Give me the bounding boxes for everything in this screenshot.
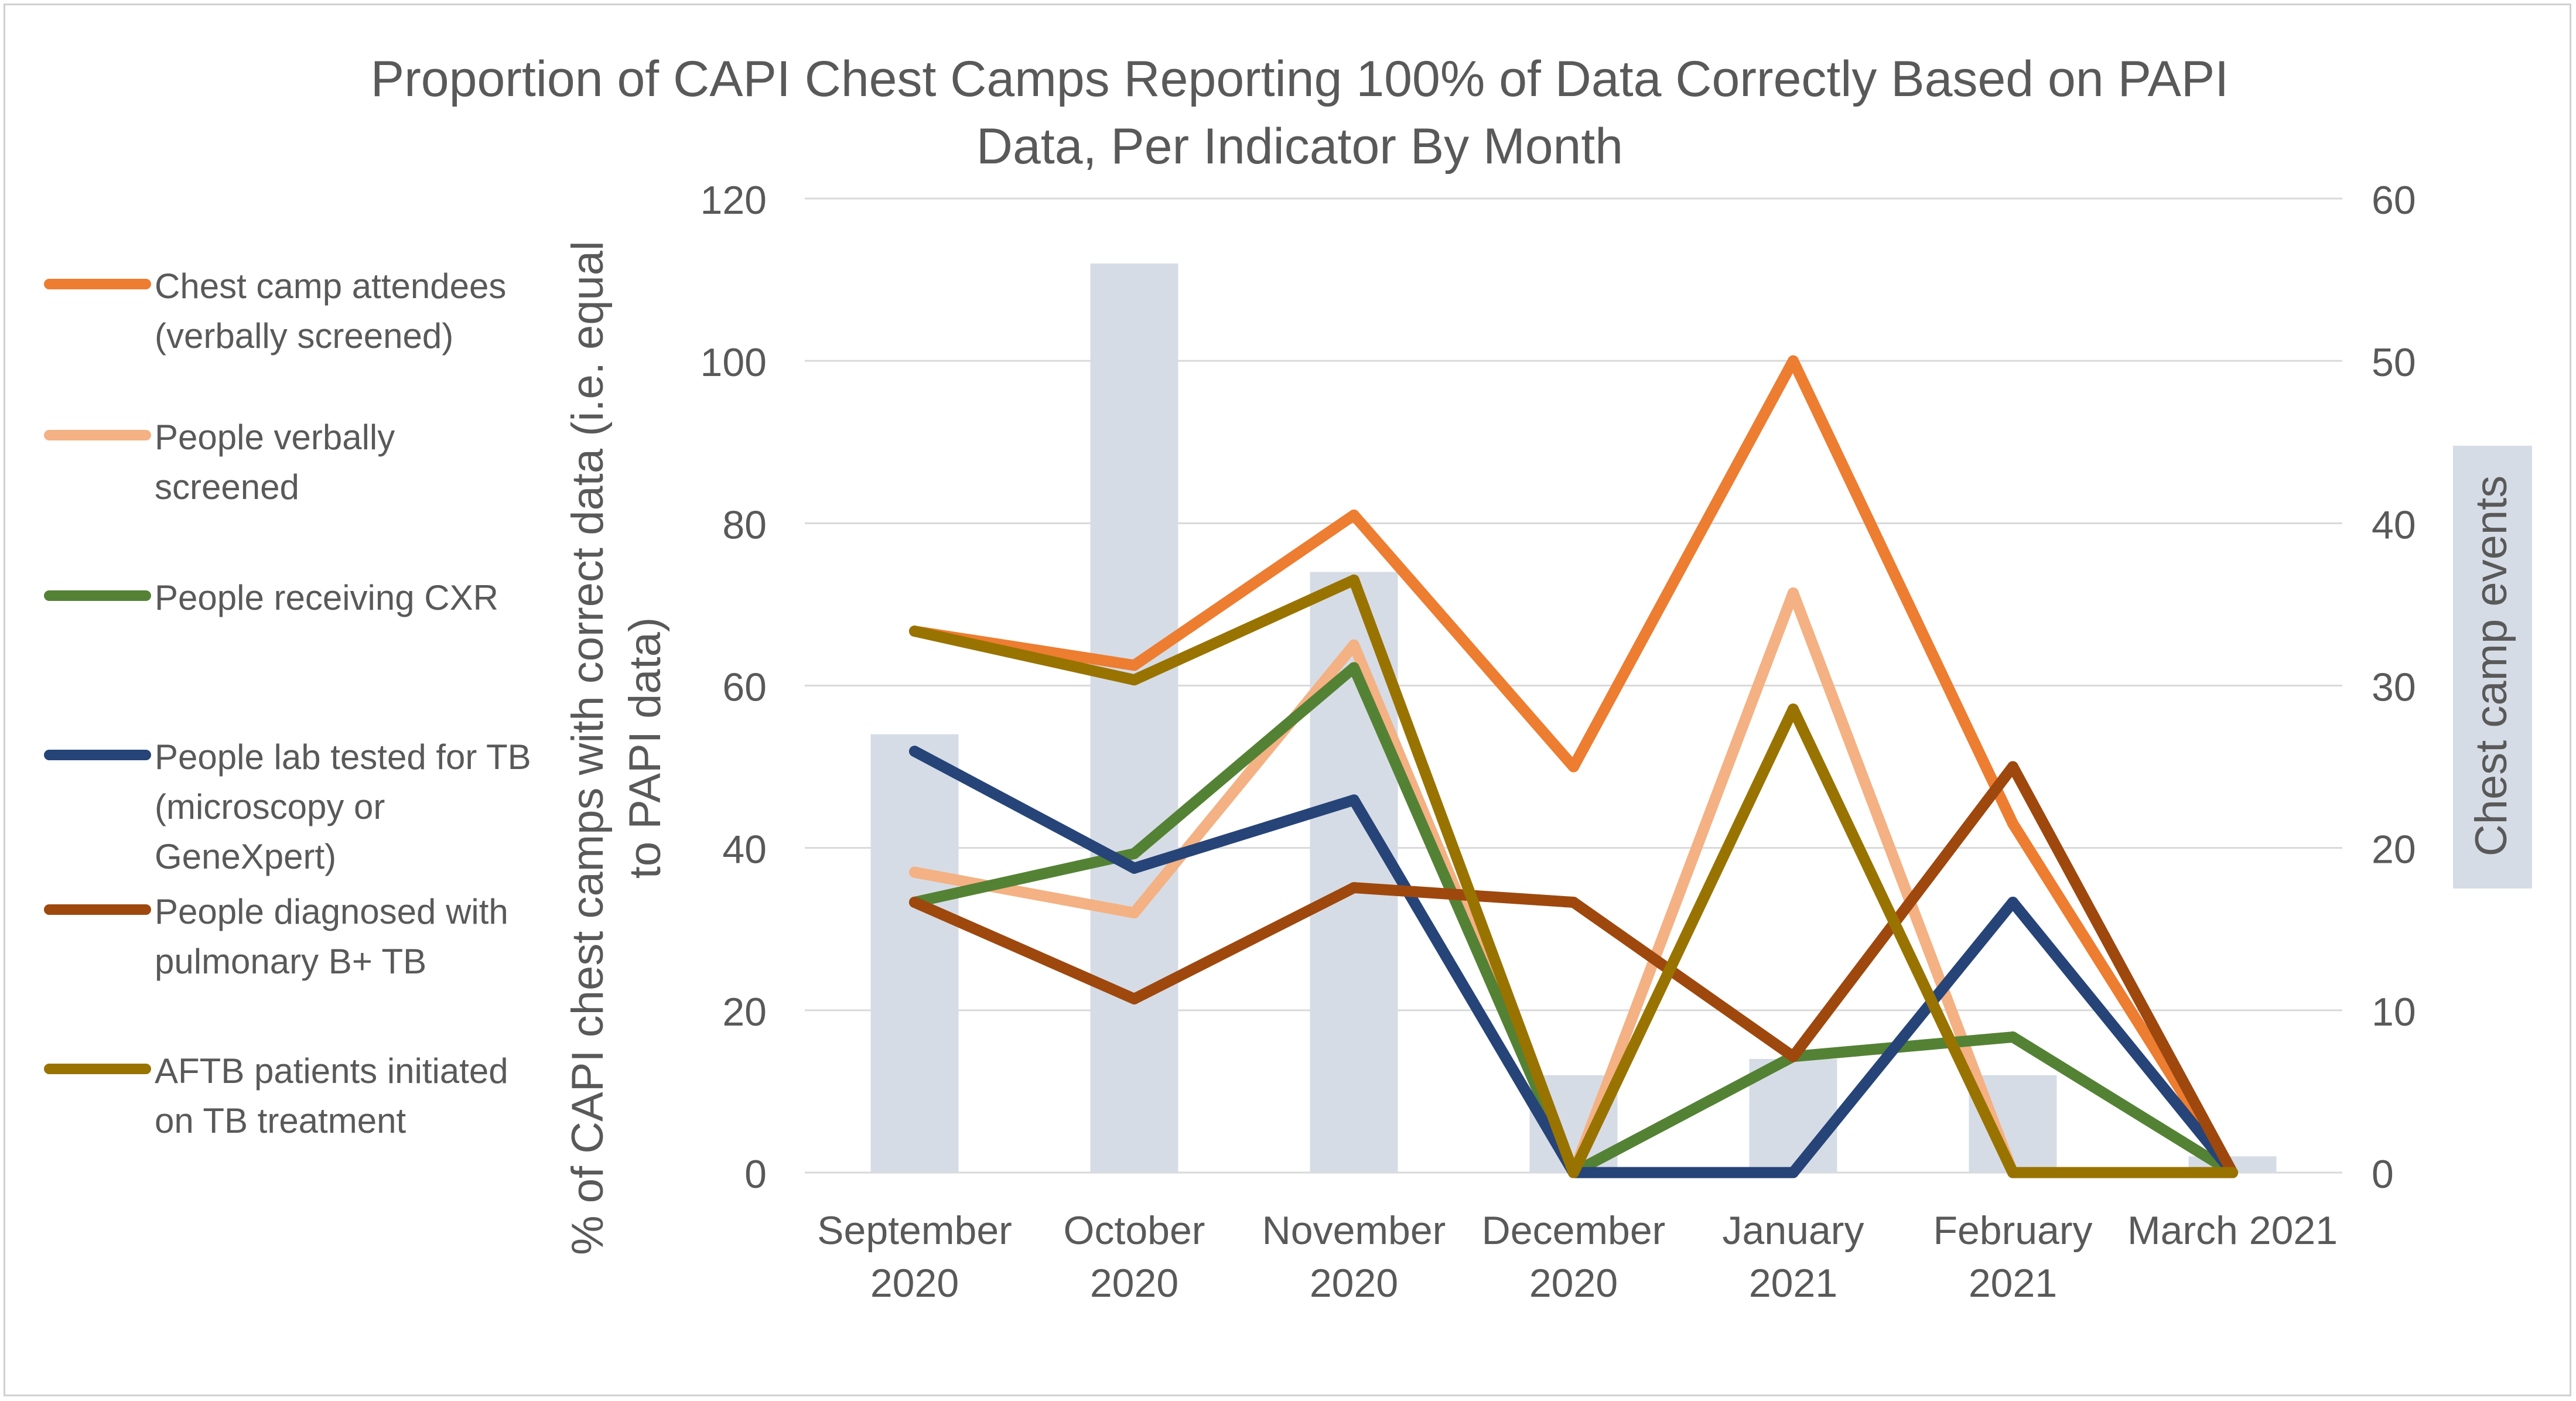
x-tick-label: October [1064, 1208, 1205, 1253]
data-point-people-diagnosed-with-pulmonary-b-tb [1788, 1051, 1799, 1062]
data-point-chest-camp-attendees-verbally-screened [2007, 818, 2018, 829]
y-tick-label: 0 [744, 1152, 767, 1197]
legend-label: People diagnosed with [155, 892, 508, 931]
data-point-people-diagnosed-with-pulmonary-b-tb [909, 897, 920, 908]
data-point-people-lab-tested-for-tb-microscopy-or-genexpert [1129, 862, 1140, 874]
y-tick-label: 120 [701, 178, 767, 223]
y-tick-label: 40 [722, 828, 767, 872]
data-point-people-verbally-screened [909, 866, 920, 878]
data-point-chest-camp-attendees-verbally-screened [1568, 761, 1579, 773]
data-point-people-receiving-cxr [1348, 662, 1359, 674]
x-tick-label: March 2021 [2127, 1208, 2338, 1253]
legend-label: (microscopy or [155, 787, 385, 826]
x-tick-label: 2021 [1969, 1261, 2057, 1306]
y-axis-label: % of CAPI chest camps with correct data … [563, 241, 670, 1255]
data-point-people-lab-tested-for-tb-microscopy-or-genexpert [909, 746, 920, 757]
data-point-aftb-patients-initiated-on-tb-treatment [2227, 1167, 2238, 1178]
data-point-people-diagnosed-with-pulmonary-b-tb [1129, 993, 1140, 1004]
x-tick-label: 2020 [1310, 1261, 1398, 1306]
data-point-people-diagnosed-with-pulmonary-b-tb [1568, 897, 1579, 908]
bar-chest-camp-events [870, 734, 959, 1173]
data-point-people-verbally-screened [1129, 907, 1140, 919]
legend-label: pulmonary B+ TB [155, 942, 426, 981]
data-point-chest-camp-attendees-verbally-screened [1348, 509, 1359, 521]
y-tick-label: 20 [722, 990, 767, 1034]
data-point-people-lab-tested-for-tb-microscopy-or-genexpert [2007, 897, 2018, 908]
data-point-people-lab-tested-for-tb-microscopy-or-genexpert [1788, 1167, 1799, 1178]
chart-title-line-1: Proportion of CAPI Chest Camps Reporting… [371, 51, 2229, 107]
legend-label: People lab tested for TB [155, 737, 531, 777]
legend-label: People verbally [155, 418, 395, 457]
x-tick-label: 2020 [870, 1261, 959, 1306]
y2-tick-label: 40 [2372, 503, 2416, 547]
bar-chest-camp-events [1090, 263, 1178, 1173]
data-point-people-receiving-cxr [2007, 1031, 2018, 1043]
data-point-people-diagnosed-with-pulmonary-b-tb [2007, 761, 2018, 773]
y-tick-label: 60 [722, 665, 767, 710]
data-point-people-receiving-cxr [1129, 848, 1140, 859]
data-point-people-verbally-screened [1788, 587, 1799, 599]
chart-frame: Proportion of CAPI Chest Camps Reporting… [4, 4, 2571, 1396]
legend: Chest camp attendees (verbally screened) P… [44, 266, 531, 1140]
y2-tick-label: 30 [2372, 665, 2416, 710]
legend-label: screened [155, 467, 299, 507]
x-tick-label: 2020 [1529, 1261, 1618, 1306]
y2-axis-label: Chest camp events [2466, 476, 2516, 857]
y-axis-label-line-1: % of CAPI chest camps with correct data … [563, 241, 613, 1255]
data-point-chest-camp-attendees-verbally-screened [1129, 660, 1140, 671]
y2-tick-label: 50 [2372, 340, 2416, 385]
data-point-aftb-patients-initiated-on-tb-treatment [909, 626, 920, 637]
x-tick-label: November [1262, 1208, 1446, 1253]
x-tick-label: December [1482, 1208, 1666, 1253]
y2-axis-label-box: Chest camp events [2453, 446, 2532, 889]
y2-tick-label: 10 [2372, 990, 2416, 1034]
x-tick-label: February [1933, 1208, 2092, 1253]
legend-label: AFTB patients initiated [155, 1051, 508, 1091]
y-axis-label-line-2: to PAPI data) [620, 617, 670, 879]
x-tick-label: January [1723, 1208, 1864, 1253]
y-tick-label: 80 [722, 503, 767, 547]
chart-title-line-2: Data, Per Indicator By Month [976, 118, 1623, 175]
data-point-people-lab-tested-for-tb-microscopy-or-genexpert [1348, 794, 1359, 806]
y2-tick-label: 20 [2372, 828, 2416, 872]
chart-title: Proportion of CAPI Chest Camps Reporting… [371, 51, 2229, 175]
data-point-people-diagnosed-with-pulmonary-b-tb [1348, 882, 1359, 894]
legend-label: (verbally screened) [155, 316, 453, 356]
chart-svg: Proportion of CAPI Chest Camps Reporting… [44, 51, 2532, 1306]
x-tick-label: 2020 [1090, 1261, 1178, 1306]
data-point-people-verbally-screened [1348, 639, 1359, 651]
legend-label: People receiving CXR [155, 578, 498, 617]
legend-label: GeneXpert) [155, 837, 336, 876]
y2-tick-label: 60 [2372, 178, 2416, 223]
plot-area: 0 20 40 60 80 100 120 0 10 20 30 40 50 60 September 202… [701, 178, 2416, 1306]
data-point-aftb-patients-initiated-on-tb-treatment [1788, 703, 1799, 715]
y-tick-label: 100 [701, 340, 767, 385]
legend-label: Chest camp attendees [155, 266, 506, 306]
data-point-chest-camp-attendees-verbally-screened [1788, 355, 1799, 367]
y2-tick-label: 0 [2372, 1152, 2394, 1197]
x-tick-label: 2021 [1749, 1261, 1837, 1306]
data-point-aftb-patients-initiated-on-tb-treatment [2007, 1167, 2018, 1178]
x-tick-label: September [817, 1208, 1012, 1253]
data-point-aftb-patients-initiated-on-tb-treatment [1348, 574, 1359, 586]
data-point-aftb-patients-initiated-on-tb-treatment [1568, 1167, 1579, 1178]
legend-label: on TB treatment [155, 1101, 406, 1140]
data-point-aftb-patients-initiated-on-tb-treatment [1129, 674, 1140, 686]
